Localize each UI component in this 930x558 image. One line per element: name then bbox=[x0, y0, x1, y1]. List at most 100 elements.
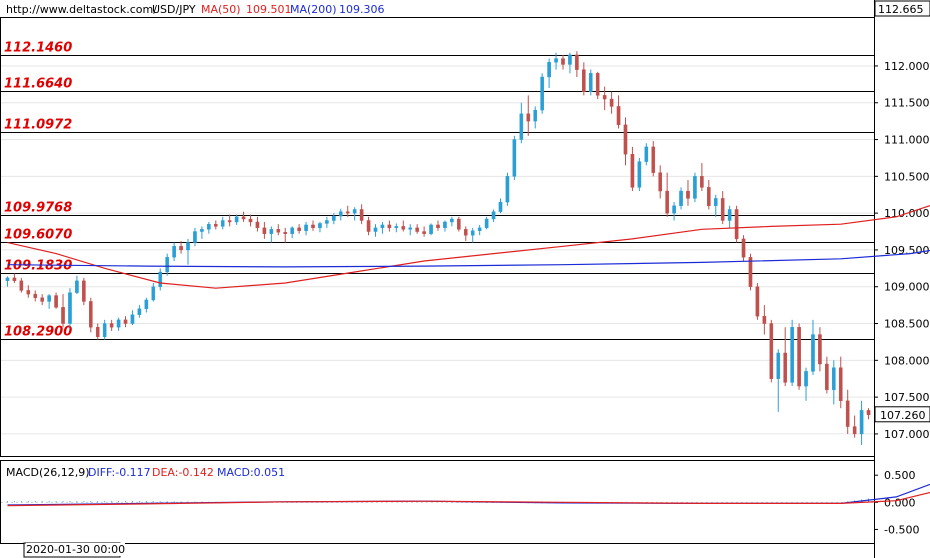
candle-body bbox=[283, 232, 288, 234]
candle-body bbox=[845, 400, 850, 427]
candle-body bbox=[776, 352, 781, 379]
candle-body bbox=[658, 172, 663, 192]
level-label: 109.1830 bbox=[4, 259, 72, 274]
candle-body bbox=[609, 98, 614, 107]
price-tick-label: 107.500 bbox=[884, 391, 930, 404]
candle-body bbox=[234, 216, 239, 223]
candle-body bbox=[644, 146, 649, 162]
candle-body bbox=[595, 73, 600, 96]
candle-body bbox=[123, 319, 128, 324]
candle-body bbox=[144, 299, 149, 310]
candle-body bbox=[825, 363, 829, 390]
candle-body bbox=[130, 314, 135, 324]
candle-body bbox=[116, 319, 121, 328]
level-label: 112.1460 bbox=[4, 41, 72, 56]
candle-body bbox=[213, 223, 218, 227]
candle-body bbox=[832, 367, 836, 390]
candle-body bbox=[297, 227, 301, 231]
candle-body bbox=[47, 295, 51, 302]
level-label: 109.6070 bbox=[4, 228, 72, 243]
candle-body bbox=[241, 216, 246, 220]
candle-body bbox=[602, 95, 607, 100]
candle-body bbox=[158, 271, 163, 287]
candle-body bbox=[82, 280, 86, 302]
candle-body bbox=[12, 277, 17, 282]
candle-body bbox=[734, 209, 739, 240]
candle-body bbox=[95, 327, 100, 337]
candle-body bbox=[19, 280, 24, 291]
candle-body bbox=[443, 221, 447, 229]
candle-body bbox=[519, 113, 524, 140]
candle-body bbox=[505, 176, 510, 203]
price-tick-label: 111.000 bbox=[884, 134, 930, 147]
candle-body bbox=[255, 221, 260, 229]
candle-body bbox=[533, 109, 538, 122]
date-box bbox=[23, 542, 121, 558]
candle-body bbox=[262, 227, 267, 234]
candle-body bbox=[200, 229, 204, 232]
candle-body bbox=[75, 280, 79, 293]
price-tick-label: 109.000 bbox=[884, 281, 930, 294]
candle-body bbox=[137, 308, 142, 315]
candle-body bbox=[762, 315, 767, 324]
candle-body bbox=[54, 295, 58, 308]
macd-tick-label: -0.500 bbox=[884, 523, 919, 536]
candle-body bbox=[755, 286, 760, 317]
candle-body bbox=[686, 190, 690, 199]
candle-body bbox=[707, 187, 711, 206]
candle-body bbox=[450, 218, 454, 223]
candle-body bbox=[554, 58, 558, 63]
candle-body bbox=[811, 334, 815, 372]
level-label: 111.6640 bbox=[4, 77, 72, 92]
candle-body bbox=[491, 211, 496, 220]
candle-body bbox=[109, 323, 114, 328]
candle-body bbox=[102, 323, 107, 337]
candle-body bbox=[741, 238, 746, 258]
candle-body bbox=[672, 205, 676, 214]
top-value-box bbox=[874, 0, 930, 17]
candle-body bbox=[325, 220, 329, 224]
candle-body bbox=[852, 426, 857, 435]
candle-body bbox=[366, 220, 371, 232]
candle-body bbox=[616, 106, 621, 126]
candle-body bbox=[470, 230, 475, 236]
candle-body bbox=[151, 286, 156, 301]
candle-body bbox=[679, 190, 683, 206]
candle-body bbox=[276, 229, 281, 233]
price-panel-frame bbox=[0, 17, 875, 457]
level-label: 108.2900 bbox=[4, 325, 72, 340]
candle-body bbox=[783, 352, 787, 383]
candle-body bbox=[790, 327, 794, 383]
candle-body bbox=[859, 410, 864, 435]
price-tick-label: 108.000 bbox=[884, 354, 930, 367]
candle-body bbox=[575, 54, 579, 70]
level-label: 111.0972 bbox=[4, 118, 72, 133]
price-tick-label: 110.500 bbox=[884, 170, 930, 183]
candle-body bbox=[512, 139, 517, 177]
candle-body bbox=[748, 257, 753, 287]
candle-body bbox=[693, 176, 697, 199]
candle-body bbox=[220, 220, 225, 227]
candle-body bbox=[623, 124, 628, 155]
candle-body bbox=[68, 292, 72, 324]
candle-body bbox=[373, 227, 378, 232]
candle-body bbox=[568, 54, 572, 65]
candle-body bbox=[5, 277, 10, 282]
candle-body bbox=[401, 226, 406, 230]
candle-body bbox=[332, 215, 336, 221]
candle-body bbox=[422, 231, 426, 234]
candle-body bbox=[394, 226, 399, 229]
candle-body bbox=[40, 297, 44, 302]
candle-body bbox=[457, 218, 461, 230]
candle-body bbox=[318, 223, 322, 229]
candle-body bbox=[484, 218, 489, 229]
candle-body bbox=[88, 301, 93, 328]
candle-body bbox=[797, 327, 801, 387]
candle-body bbox=[179, 246, 183, 251]
current-price-label: 107.260 bbox=[880, 409, 926, 422]
candle-body bbox=[561, 58, 565, 65]
candle-body bbox=[26, 290, 31, 295]
candle-body bbox=[311, 224, 315, 229]
candle-body bbox=[588, 73, 593, 92]
